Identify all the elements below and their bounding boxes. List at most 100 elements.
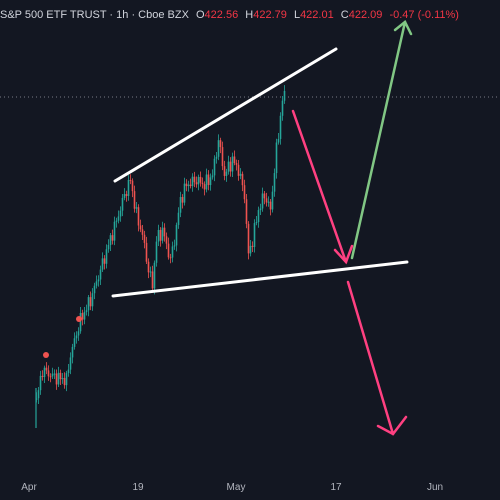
- candle-body: [37, 390, 40, 399]
- high-value: 422.79: [253, 9, 287, 21]
- candle-body: [67, 369, 70, 374]
- candle-body: [193, 176, 196, 183]
- candle-body: [177, 212, 180, 225]
- candle-body: [197, 176, 200, 185]
- candle-body: [271, 191, 274, 210]
- candle-body: [45, 367, 48, 371]
- candle-body: [101, 258, 104, 270]
- candle-body: [157, 229, 160, 242]
- candle-body: [259, 208, 262, 211]
- candle-body: [185, 183, 188, 187]
- close-value: 422.09: [348, 9, 383, 21]
- candle-body: [229, 161, 232, 172]
- candle-body: [97, 279, 100, 282]
- candle-body: [239, 173, 242, 176]
- candle-body: [79, 312, 82, 332]
- candle-body: [43, 367, 46, 378]
- candle-body: [267, 201, 270, 203]
- candle-body: [109, 235, 112, 246]
- candle-body: [237, 164, 240, 176]
- candle-body: [265, 198, 268, 203]
- candle-body: [257, 210, 260, 223]
- candle-body: [125, 194, 128, 196]
- low-label: L: [293, 9, 301, 21]
- candle-body: [119, 210, 122, 217]
- candle-body: [283, 90, 286, 101]
- candle-body: [205, 174, 208, 190]
- candle-body: [207, 174, 210, 186]
- candle-body: [81, 312, 84, 320]
- event-marker[interactable]: [76, 316, 82, 322]
- candle-body: [55, 373, 58, 385]
- candle-body: [241, 173, 244, 186]
- candle-body: [175, 224, 178, 246]
- candle-body: [255, 222, 258, 224]
- candle-body: [231, 156, 234, 172]
- candle-body: [233, 156, 236, 164]
- candle-body: [173, 245, 176, 247]
- candle-body: [225, 171, 228, 176]
- candle-body: [191, 176, 194, 187]
- candle-body: [91, 293, 94, 307]
- candle-body: [151, 271, 154, 289]
- candle-body: [87, 297, 90, 311]
- candle-body: [59, 372, 62, 380]
- candle-body: [189, 184, 192, 187]
- candle-body: [75, 335, 78, 339]
- candle-body: [107, 245, 110, 250]
- candle-body: [273, 173, 276, 192]
- candle-body: [213, 158, 216, 176]
- candle-body: [111, 235, 114, 241]
- candle-body: [269, 201, 272, 210]
- candle-body: [99, 269, 102, 280]
- x-tick-may: May: [226, 482, 246, 493]
- candle-body: [187, 184, 190, 187]
- candle-body: [143, 234, 146, 243]
- bear-arrow-to-support: [291, 109, 354, 265]
- candle-body: [203, 184, 206, 190]
- close-label: C: [340, 9, 349, 21]
- candle-body: [247, 223, 250, 254]
- candle-body: [63, 377, 66, 386]
- candles-group: [35, 85, 286, 428]
- candle-body: [243, 185, 246, 200]
- candle-body: [223, 166, 226, 176]
- candle-body: [141, 229, 144, 235]
- candle-body: [71, 346, 74, 358]
- chart-header: S&P 500 ETF TRUST · 1h · Cboe BZX O422.5…: [0, 9, 459, 21]
- candle-body: [275, 142, 278, 174]
- candle-body: [127, 180, 130, 196]
- candle-body: [227, 161, 230, 172]
- bull-arrow-breakout: [350, 20, 413, 260]
- open-value: 422.56: [204, 9, 239, 21]
- candle-body: [249, 245, 252, 254]
- candle-body: [83, 311, 86, 320]
- candle-body: [211, 175, 214, 178]
- symbol-title[interactable]: S&P 500 ETF TRUST · 1h · Cboe BZX: [0, 9, 189, 21]
- candle-body: [155, 241, 158, 263]
- candle-body: [41, 375, 44, 378]
- candle-body: [89, 297, 92, 307]
- candle-body: [263, 193, 266, 199]
- candle-body: [159, 229, 162, 241]
- candle-body: [131, 180, 134, 192]
- time-axis[interactable]: Apr 19 May 17 Jun: [0, 482, 500, 500]
- candle-body: [93, 285, 96, 294]
- candle-body: [181, 197, 184, 203]
- candle-body: [39, 375, 42, 391]
- candle-body: [147, 261, 150, 273]
- candle-body: [209, 177, 212, 186]
- candle-body: [179, 197, 182, 213]
- candle-body: [47, 370, 50, 377]
- candle-body: [277, 138, 280, 143]
- change-value: -0.47 (-0.11%): [389, 9, 459, 21]
- wedge-lower-trendline: [111, 260, 409, 298]
- candle-body: [245, 199, 248, 224]
- candle-body: [219, 140, 222, 148]
- candle-body: [163, 227, 166, 237]
- event-marker[interactable]: [43, 352, 49, 358]
- candle-body: [49, 376, 52, 378]
- candle-body: [139, 225, 142, 230]
- candle-body: [61, 377, 64, 380]
